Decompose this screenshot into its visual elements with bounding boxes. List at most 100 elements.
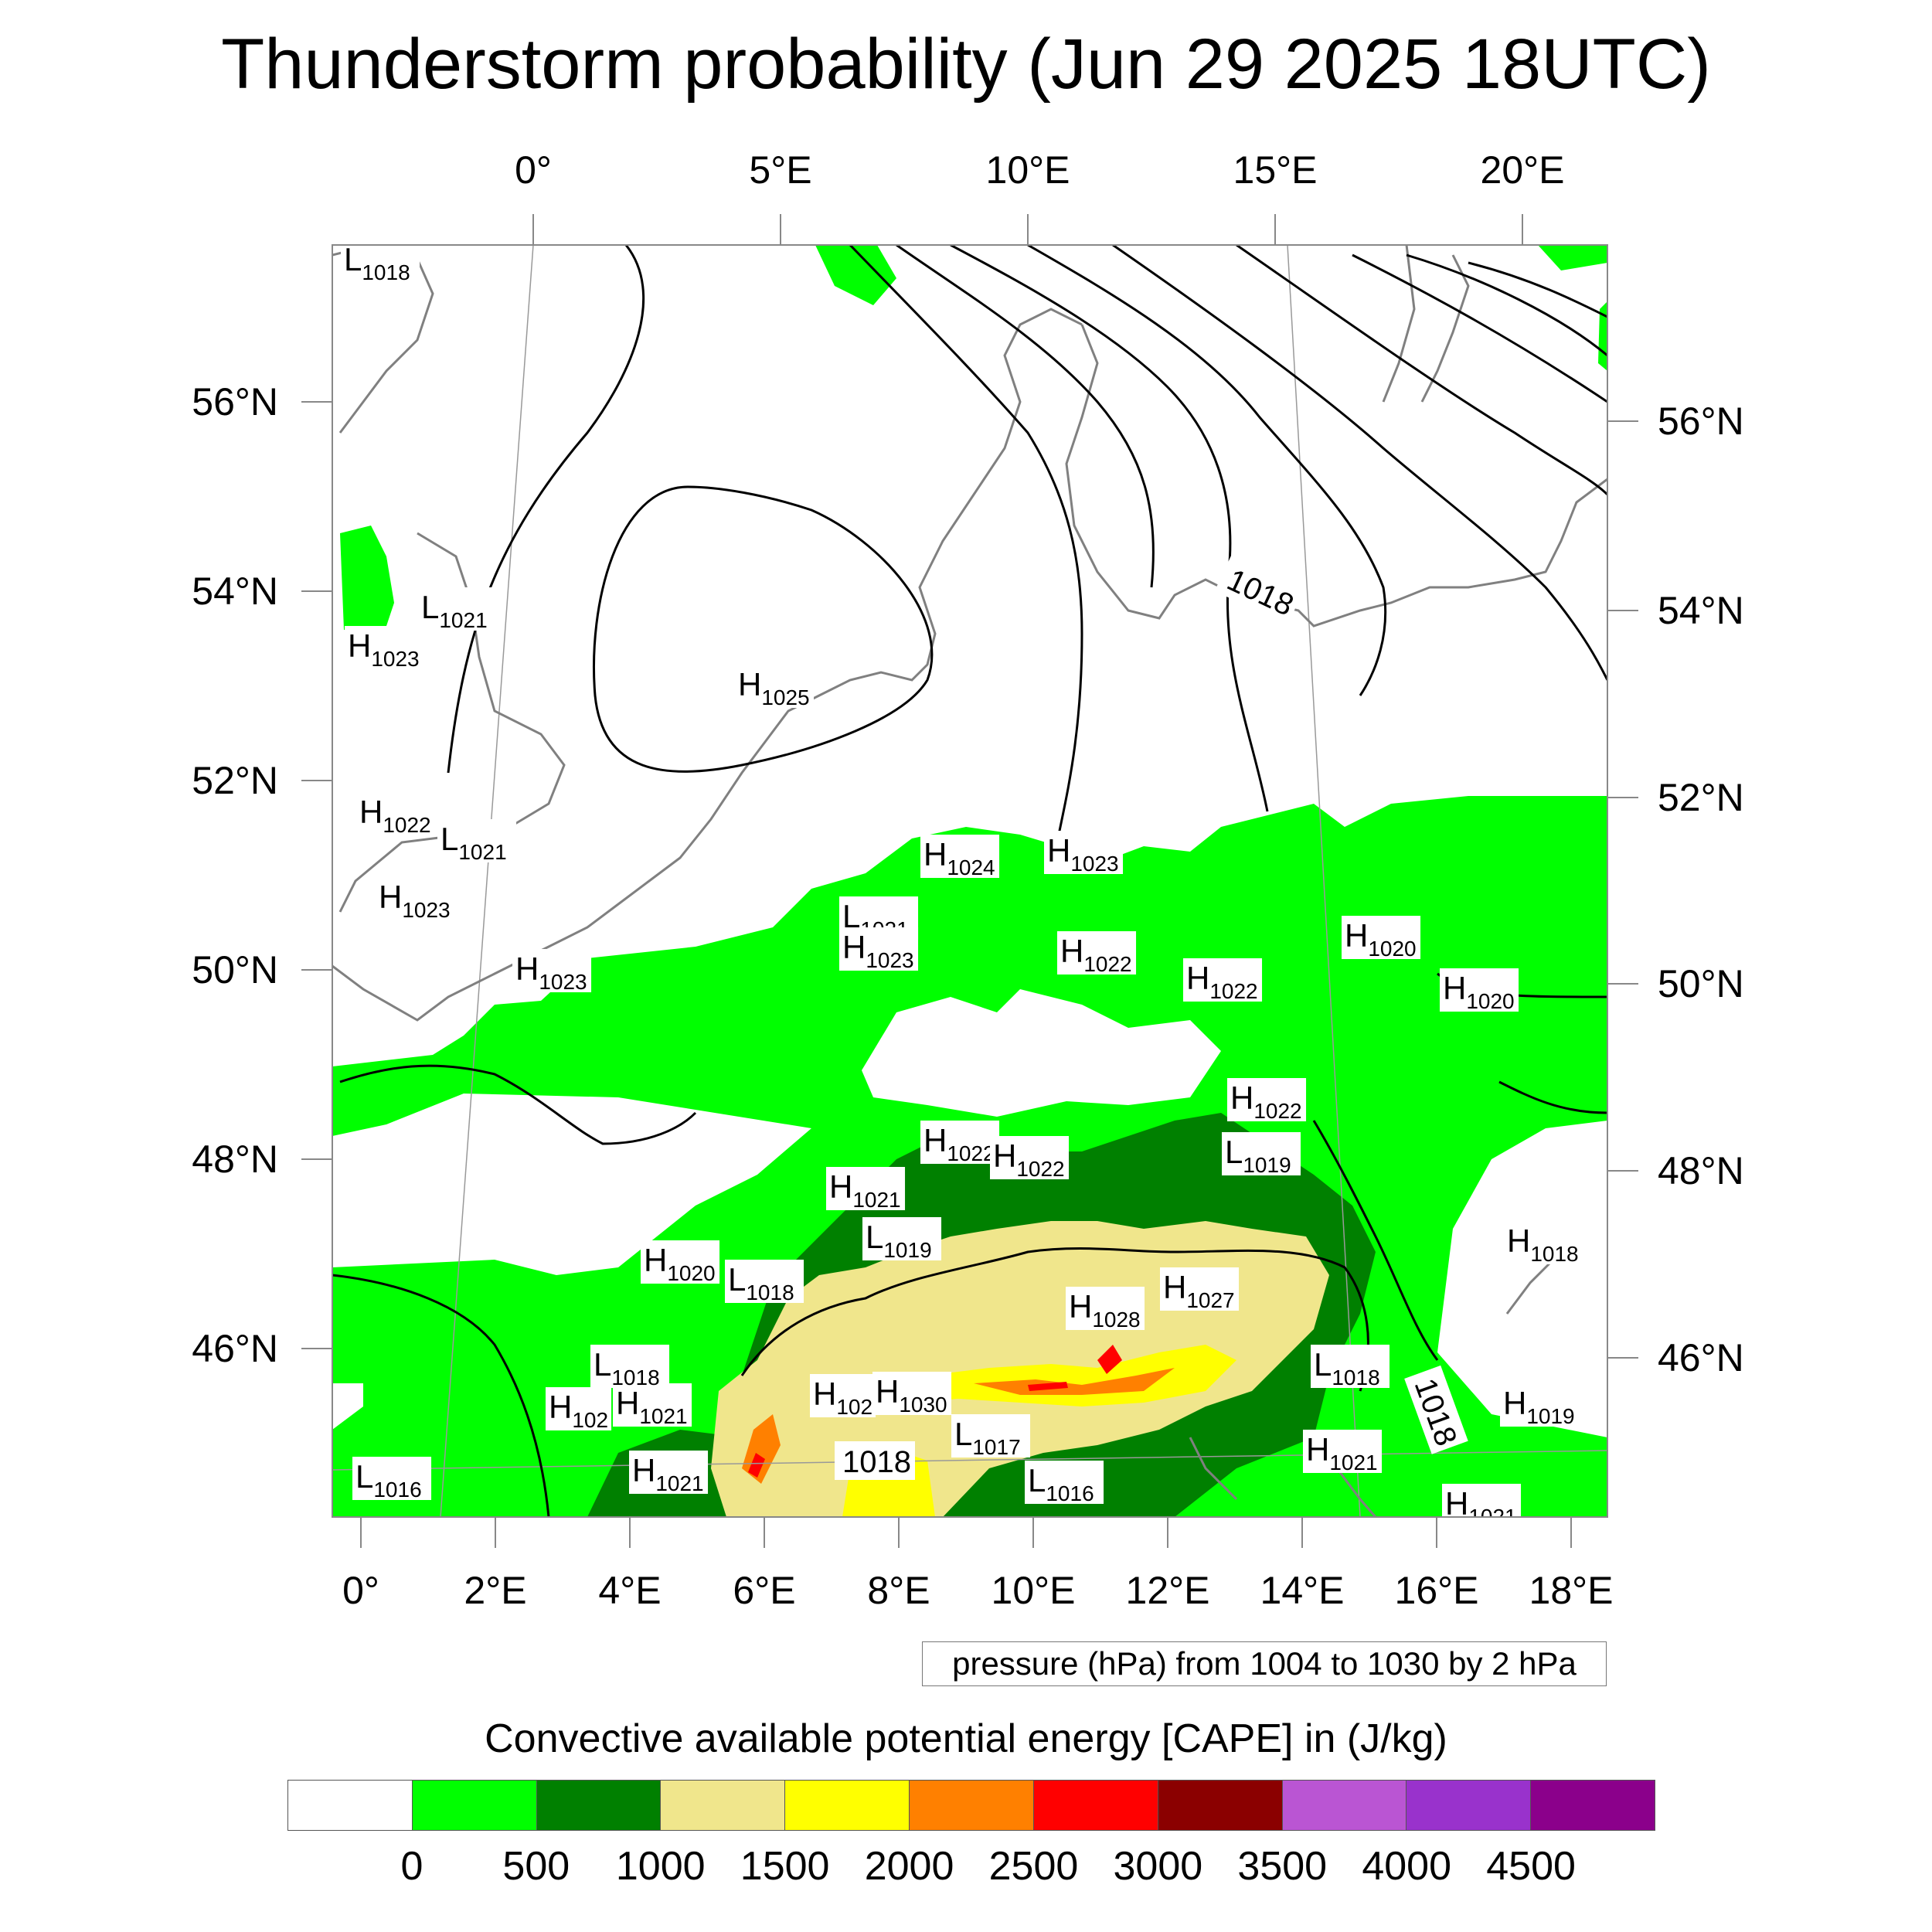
pressure-center-label-bg bbox=[613, 1383, 692, 1427]
pressure-center-label: L1017 bbox=[954, 1416, 1021, 1459]
isobar-label-bg bbox=[835, 1441, 915, 1480]
bottom-lon-label: 14°E bbox=[1260, 1569, 1345, 1612]
pressure-center-label-bg bbox=[1183, 958, 1263, 1002]
right-lat-label: 54°N bbox=[1658, 589, 1744, 632]
pressure-center-label: H1025 bbox=[738, 666, 810, 709]
pressure-center-label: H1020 bbox=[1345, 917, 1417, 961]
top-lon-label: 5°E bbox=[749, 148, 812, 192]
pressure-center-label-bg bbox=[1066, 1287, 1145, 1330]
pressure-center-label-bg bbox=[641, 1240, 720, 1284]
right-lat-label: 48°N bbox=[1658, 1149, 1744, 1192]
pressure-center-label-bg bbox=[418, 587, 498, 631]
pressure-center-label-bg bbox=[546, 1387, 612, 1430]
colorbar-tick-label: 3000 bbox=[1113, 1844, 1203, 1889]
pressure-center-label: H1023 bbox=[1047, 832, 1119, 876]
isobar-value-label: 1018 bbox=[842, 1445, 911, 1479]
left-lat-label: 48°N bbox=[192, 1138, 278, 1181]
colorbar-tick-label: 1000 bbox=[615, 1844, 706, 1889]
map-frame bbox=[332, 244, 1608, 1518]
colorbar-swatch bbox=[1531, 1781, 1655, 1830]
graticule bbox=[332, 245, 1607, 1517]
colorbar-tick-label: 1500 bbox=[740, 1844, 830, 1889]
pressure-center-label: L1021 bbox=[421, 589, 488, 632]
cape-region-red-1 bbox=[1097, 1345, 1122, 1374]
cape-gap-germany bbox=[862, 989, 1221, 1117]
pressure-center-label: L1019 bbox=[1225, 1134, 1291, 1177]
colorbar-swatch bbox=[910, 1781, 1034, 1830]
colorbar-tick-label: 0 bbox=[400, 1844, 423, 1889]
pressure-center-label: H1030 bbox=[876, 1373, 947, 1417]
pressure-center-label-bg bbox=[839, 927, 919, 971]
colorbar-swatch bbox=[288, 1781, 413, 1830]
cape-region-ne bbox=[1538, 245, 1607, 270]
pressure-center-label-bg bbox=[725, 1260, 804, 1303]
pressure-center-label: H1019 bbox=[1503, 1385, 1575, 1428]
pressure-center-label-bg bbox=[1222, 1132, 1301, 1175]
pressure-info-box: pressure (hPa) from 1004 to 1030 by 2 hP… bbox=[922, 1641, 1607, 1686]
pressure-center-label: H1021 bbox=[632, 1452, 704, 1495]
pressure-center-label-bg bbox=[341, 245, 420, 283]
right-lat-label: 56°N bbox=[1658, 400, 1744, 443]
pressure-center-label: H1021 bbox=[829, 1168, 901, 1212]
pressure-center-label: L1018 bbox=[1314, 1346, 1380, 1389]
pressure-center-label: H1022 bbox=[1060, 933, 1132, 976]
colorbar-swatch bbox=[1033, 1781, 1158, 1830]
left-lat-label: 54°N bbox=[192, 570, 278, 613]
pressure-center-label-bg bbox=[826, 1167, 906, 1210]
pressure-center-label: H1018 bbox=[1507, 1223, 1579, 1266]
colorbar-title: Convective available potential energy [C… bbox=[485, 1716, 1447, 1761]
colorbar bbox=[287, 1780, 1655, 1831]
cape-gap-east bbox=[1437, 1121, 1607, 1437]
left-lat-label: 52°N bbox=[192, 759, 278, 802]
bottom-lon-label: 0° bbox=[342, 1569, 379, 1612]
pressure-center-label: H1021 bbox=[1306, 1431, 1378, 1475]
bottom-lon-label: 12°E bbox=[1125, 1569, 1210, 1612]
pressure-center-label: H1021 bbox=[616, 1385, 688, 1428]
bottom-lon-label: 6°E bbox=[733, 1569, 796, 1612]
isobars bbox=[332, 245, 1607, 1517]
pressure-center-label-bg bbox=[590, 1345, 670, 1388]
pressure-center-label-bg bbox=[629, 1451, 709, 1494]
pressure-center-label: H1023 bbox=[379, 879, 451, 922]
cape-region-yellow-alps bbox=[889, 1345, 1236, 1406]
colorbar-swatch bbox=[1158, 1781, 1283, 1830]
colorbar-tick-label: 500 bbox=[502, 1844, 570, 1889]
pressure-center-label: H1021 bbox=[1445, 1485, 1517, 1529]
colorbar-swatch bbox=[536, 1781, 662, 1830]
pressure-center-label: L1018 bbox=[728, 1261, 794, 1304]
colorbar-tick-label: 4000 bbox=[1362, 1844, 1452, 1889]
pressure-center-label: H1022 bbox=[923, 1122, 995, 1165]
bottom-lon-label: 10°E bbox=[991, 1569, 1076, 1612]
colorbar-swatch bbox=[785, 1781, 910, 1830]
pressure-center-label-bg bbox=[862, 1217, 942, 1260]
pressure-center-label: L1016 bbox=[355, 1458, 422, 1502]
right-lat-label: 46°N bbox=[1658, 1336, 1744, 1379]
isobar-label-bg bbox=[1404, 1365, 1468, 1454]
pressure-center-label: H1022 bbox=[993, 1138, 1065, 1181]
pressure-center-label-bg bbox=[920, 1121, 1000, 1164]
pressure-center-label: H102 bbox=[813, 1376, 872, 1419]
pressure-center-label-bg bbox=[437, 819, 517, 862]
pressure-center-label-bg bbox=[1057, 931, 1137, 975]
pressure-center-label-bg bbox=[1025, 1461, 1104, 1504]
bottom-lon-label: 4°E bbox=[598, 1569, 662, 1612]
pressure-center-label-bg bbox=[1311, 1345, 1390, 1388]
pressure-center-label: L1016 bbox=[1028, 1462, 1094, 1505]
isobar-label-bg bbox=[1214, 556, 1304, 625]
left-lat-label: 50°N bbox=[192, 948, 278, 992]
pressure-center-label-bg bbox=[512, 949, 592, 992]
colorbar-swatch bbox=[661, 1781, 786, 1830]
colorbar-tick-label: 4500 bbox=[1486, 1844, 1576, 1889]
pressure-center-label: H1024 bbox=[923, 836, 995, 879]
cape-region-red-3 bbox=[1028, 1382, 1068, 1391]
cape-region-north bbox=[815, 245, 896, 305]
pressure-center-label-bg bbox=[810, 1374, 876, 1417]
pressure-center-label-bg bbox=[356, 792, 436, 835]
pressure-center-label-bg bbox=[920, 835, 1000, 878]
top-lon-label: 15°E bbox=[1233, 148, 1318, 192]
pressure-center-label-bg bbox=[1227, 1078, 1307, 1121]
bottom-lon-label: 8°E bbox=[867, 1569, 930, 1612]
colorbar-tick-label: 2500 bbox=[988, 1844, 1079, 1889]
pressure-center-label-bg bbox=[735, 665, 815, 708]
